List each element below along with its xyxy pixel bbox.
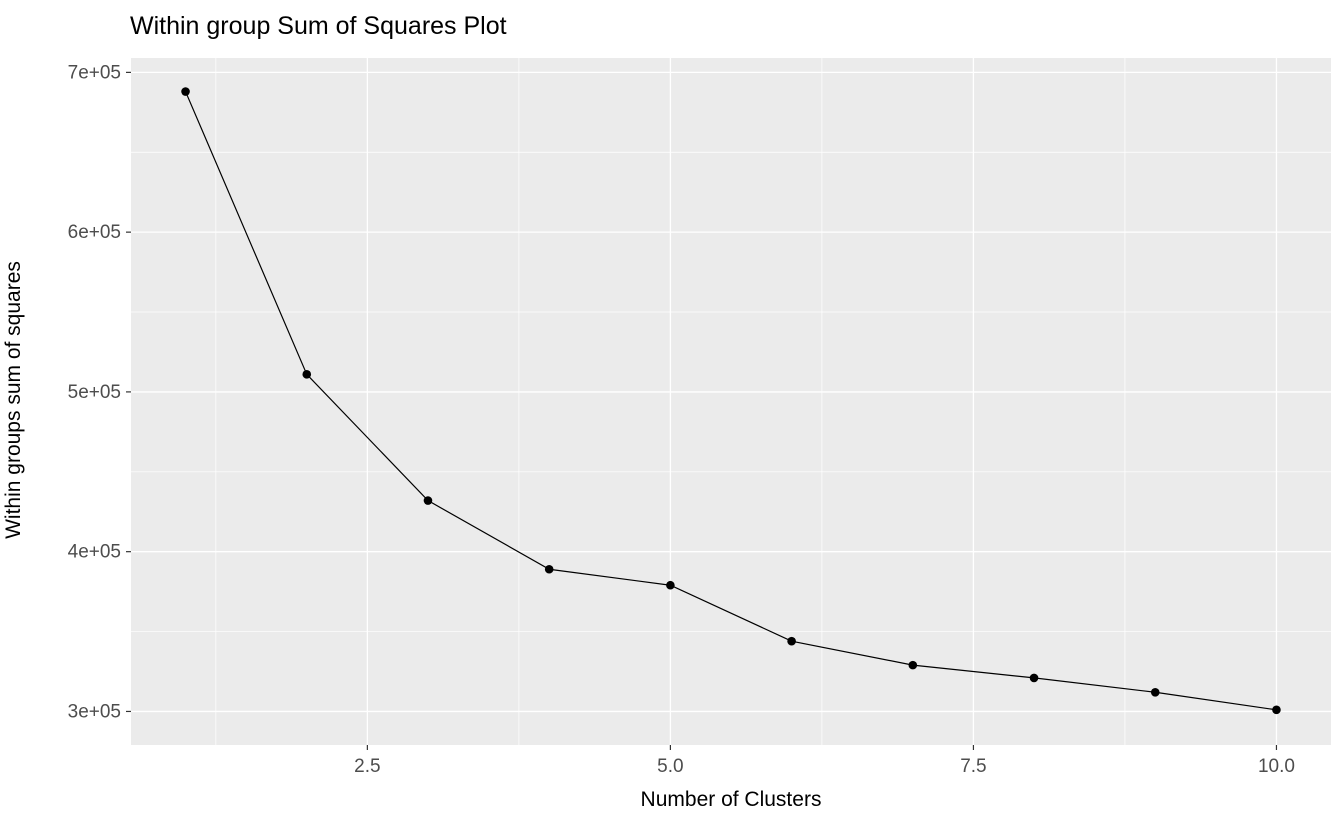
y-tick-label: 6e+05 <box>68 222 121 243</box>
y-tick-label: 7e+05 <box>68 62 121 83</box>
data-point <box>787 636 796 646</box>
data-point <box>1029 673 1039 683</box>
x-tick-label: 5.0 <box>657 756 683 777</box>
data-point <box>302 370 312 379</box>
y-tick-label: 5e+05 <box>68 382 121 403</box>
data-point <box>423 496 433 505</box>
x-tick-label: 7.5 <box>960 756 986 777</box>
data-point <box>181 87 190 96</box>
data-point <box>544 564 554 574</box>
data-point <box>666 580 675 590</box>
x-tick-label: 10.0 <box>1258 756 1295 777</box>
chart-title: Within group Sum of Squares Plot <box>130 12 507 40</box>
plot-panel <box>131 58 1331 745</box>
data-point <box>1150 687 1160 697</box>
data-point <box>1272 705 1281 715</box>
data-line <box>184 91 1277 711</box>
y-tick-label: 3e+05 <box>68 701 121 722</box>
data-point <box>908 660 918 670</box>
x-axis-title: Number of Clusters <box>640 788 822 811</box>
y-tick-label: 4e+05 <box>68 542 121 563</box>
x-tick-label: 2.5 <box>354 756 380 777</box>
